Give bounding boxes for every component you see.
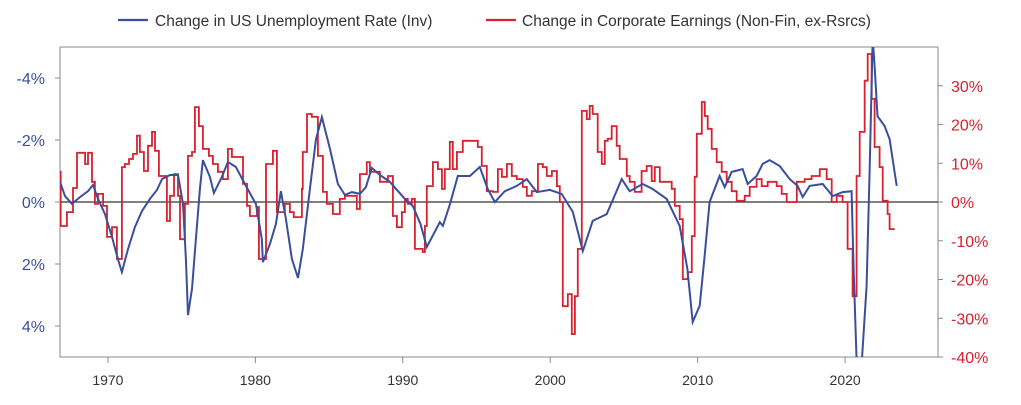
series-unemployment-line xyxy=(60,47,898,357)
right-y-tick-label: 20% xyxy=(951,118,983,135)
legend: Change in US Unemployment Rate (Inv) Cha… xyxy=(118,13,871,30)
right-y-tick-label: 30% xyxy=(951,79,983,96)
x-tick-label: 2000 xyxy=(535,372,566,388)
right-y-tick-label: -10% xyxy=(951,234,988,251)
x-tick-label: 1990 xyxy=(387,372,418,388)
axes: 1970 1980 1990 2000 2010 2020 -4% -2% 0% 2% 4% 30% 2… xyxy=(17,71,989,388)
right-y-tick-label: 10% xyxy=(951,156,983,173)
x-tick-label: 1980 xyxy=(240,372,271,388)
right-y-tick-label: 0% xyxy=(951,195,974,212)
left-y-tick-label: -4% xyxy=(17,71,45,88)
left-y-tick-label: 4% xyxy=(22,319,45,336)
series-earnings-line xyxy=(60,53,895,335)
right-y-tick-label: -20% xyxy=(951,273,988,290)
left-y-tick-label: 2% xyxy=(22,257,45,274)
left-y-tick-label: -2% xyxy=(17,133,45,150)
legend-label-earnings: Change in Corporate Earnings (Non-Fin, e… xyxy=(522,13,871,30)
left-y-tick-label: 0% xyxy=(22,195,45,212)
legend-label-unemployment: Change in US Unemployment Rate (Inv) xyxy=(155,13,432,30)
x-tick-label: 2010 xyxy=(682,372,713,388)
right-y-tick-label: -30% xyxy=(951,311,988,328)
x-tick-label: 1970 xyxy=(92,372,123,388)
x-tick-label: 2020 xyxy=(830,372,861,388)
right-y-tick-label: -40% xyxy=(951,350,988,367)
